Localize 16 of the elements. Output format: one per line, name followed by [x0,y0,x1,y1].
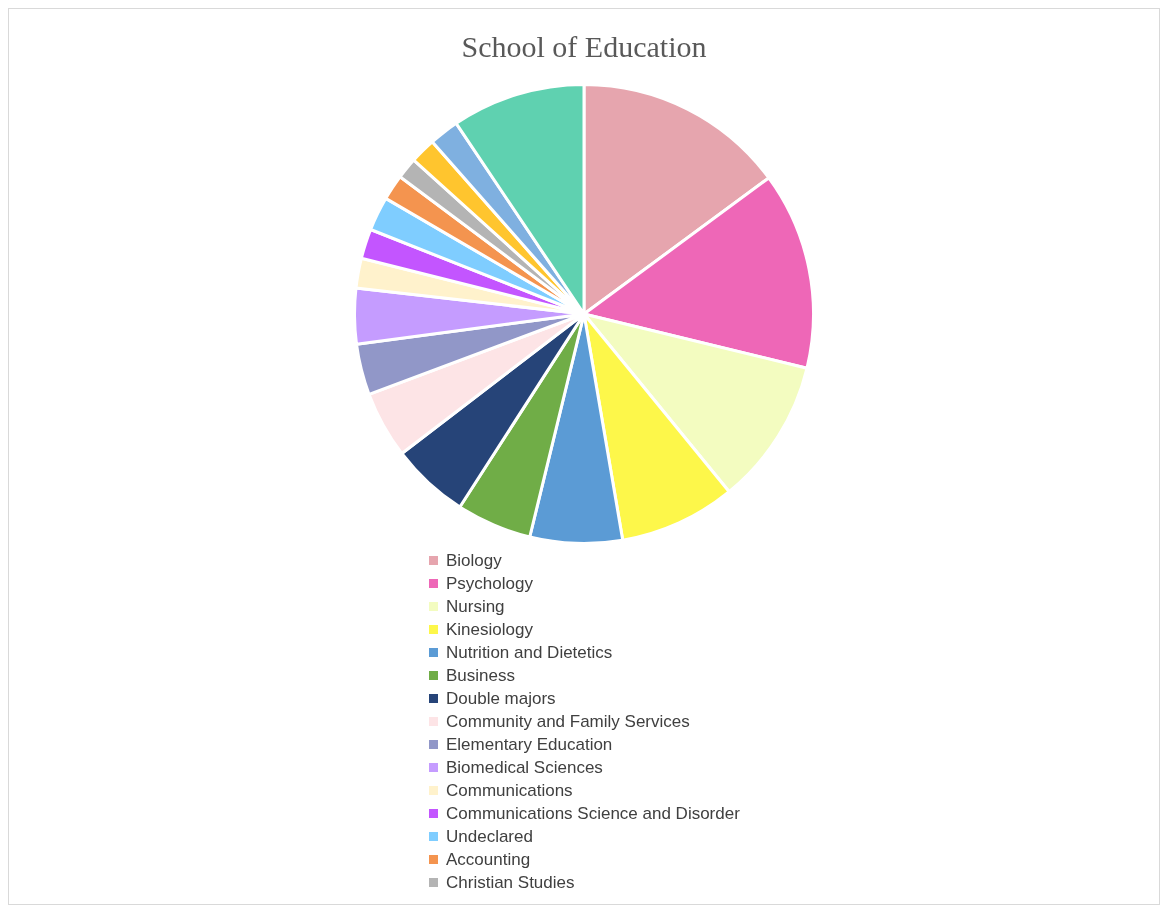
legend-label: Communications Science and Disorder [446,803,740,824]
legend-label: Nutrition and Dietetics [446,642,613,663]
legend-label: Nursing [446,596,505,617]
legend-label: Undeclared [446,826,533,847]
legend-label: Kinesiology [446,619,533,640]
chart-title: School of Education [461,29,707,63]
legend-label: Double majors [446,688,556,709]
legend-label: Biomedical Sciences [446,757,603,778]
legend-label: Communications [446,780,573,801]
legend-label: Elementary Education [446,734,613,755]
legend-label: Community and Family Services [446,711,690,732]
legend-label: Business [446,665,515,686]
legend-label: Biology [446,550,502,571]
legend-label: Psychology [446,573,533,594]
legend-label: Accounting [446,849,531,870]
legend-label: Christian Studies [446,872,575,893]
